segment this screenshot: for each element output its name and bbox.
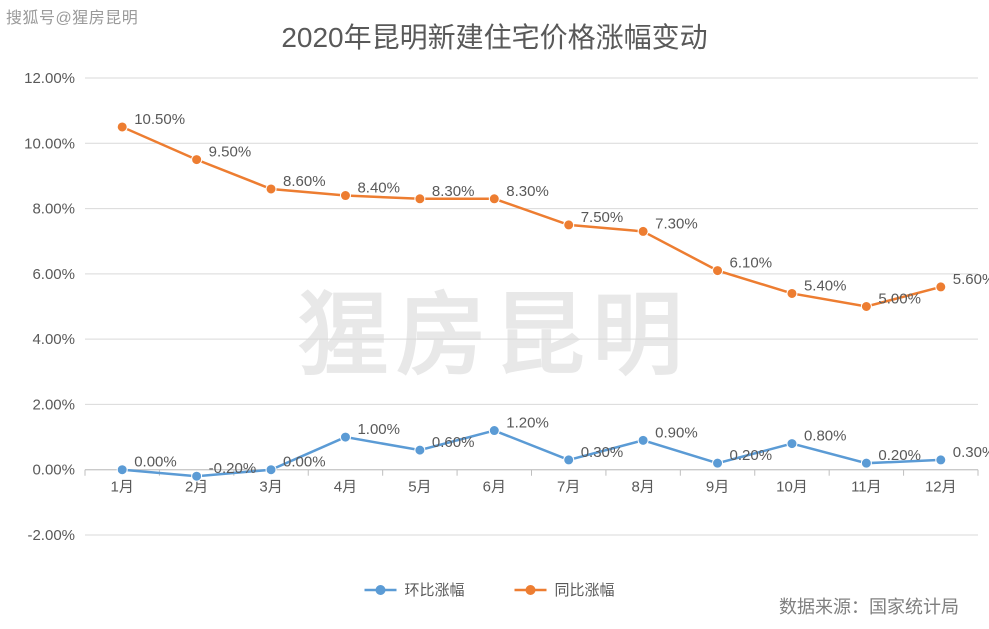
svg-text:12.00%: 12.00% bbox=[24, 70, 75, 87]
svg-text:0.60%: 0.60% bbox=[432, 434, 475, 451]
svg-text:10.50%: 10.50% bbox=[134, 111, 185, 128]
svg-text:5.60%: 5.60% bbox=[953, 271, 989, 288]
svg-text:3月: 3月 bbox=[259, 479, 282, 496]
svg-text:1.00%: 1.00% bbox=[357, 421, 400, 438]
svg-text:9月: 9月 bbox=[706, 479, 729, 496]
svg-text:0.00%: 0.00% bbox=[134, 454, 177, 471]
svg-text:7.50%: 7.50% bbox=[581, 209, 624, 226]
svg-text:-2.00%: -2.00% bbox=[27, 527, 75, 544]
chart-canvas: -2.00% 0.00% 2.00% 4.00% 6.00% 8.00% 10.00% 12.… bbox=[0, 0, 989, 629]
svg-text:1.20%: 1.20% bbox=[506, 415, 549, 432]
svg-text:0.90%: 0.90% bbox=[655, 424, 698, 441]
svg-text:4月: 4月 bbox=[334, 479, 357, 496]
svg-text:8月: 8月 bbox=[631, 479, 654, 496]
svg-text:10月: 10月 bbox=[776, 479, 808, 496]
svg-text:0.00%: 0.00% bbox=[283, 454, 326, 471]
svg-text:5.00%: 5.00% bbox=[878, 291, 921, 308]
svg-text:7.30%: 7.30% bbox=[655, 215, 698, 232]
svg-text:1月: 1月 bbox=[111, 479, 134, 496]
svg-text:6月: 6月 bbox=[483, 479, 506, 496]
svg-text:8.30%: 8.30% bbox=[432, 183, 475, 200]
svg-text:6.00%: 6.00% bbox=[32, 266, 75, 283]
svg-text:-0.20%: -0.20% bbox=[209, 460, 257, 477]
svg-text:8.60%: 8.60% bbox=[283, 173, 326, 190]
svg-text:2.00%: 2.00% bbox=[32, 396, 75, 413]
source-label: 数据来源：国家统计局 bbox=[779, 593, 959, 619]
svg-text:8.30%: 8.30% bbox=[506, 183, 549, 200]
svg-text:0.30%: 0.30% bbox=[581, 444, 624, 461]
svg-text:10.00%: 10.00% bbox=[24, 135, 75, 152]
svg-text:0.30%: 0.30% bbox=[953, 444, 989, 461]
svg-text:6.10%: 6.10% bbox=[730, 255, 773, 272]
svg-text:0.00%: 0.00% bbox=[32, 462, 75, 479]
svg-text:环比涨幅: 环比涨幅 bbox=[405, 582, 465, 599]
svg-text:5.40%: 5.40% bbox=[804, 277, 847, 294]
svg-text:9.50%: 9.50% bbox=[209, 144, 252, 161]
svg-text:4.00%: 4.00% bbox=[32, 331, 75, 348]
svg-text:0.20%: 0.20% bbox=[730, 447, 773, 464]
svg-text:8.40%: 8.40% bbox=[357, 180, 400, 197]
svg-text:5月: 5月 bbox=[408, 479, 431, 496]
svg-text:12月: 12月 bbox=[925, 479, 957, 496]
svg-text:同比涨幅: 同比涨幅 bbox=[555, 582, 615, 599]
svg-text:0.80%: 0.80% bbox=[804, 428, 847, 445]
svg-text:8.00%: 8.00% bbox=[32, 201, 75, 218]
svg-text:11月: 11月 bbox=[851, 479, 882, 496]
svg-text:0.20%: 0.20% bbox=[878, 447, 921, 464]
svg-text:7月: 7月 bbox=[557, 479, 580, 496]
